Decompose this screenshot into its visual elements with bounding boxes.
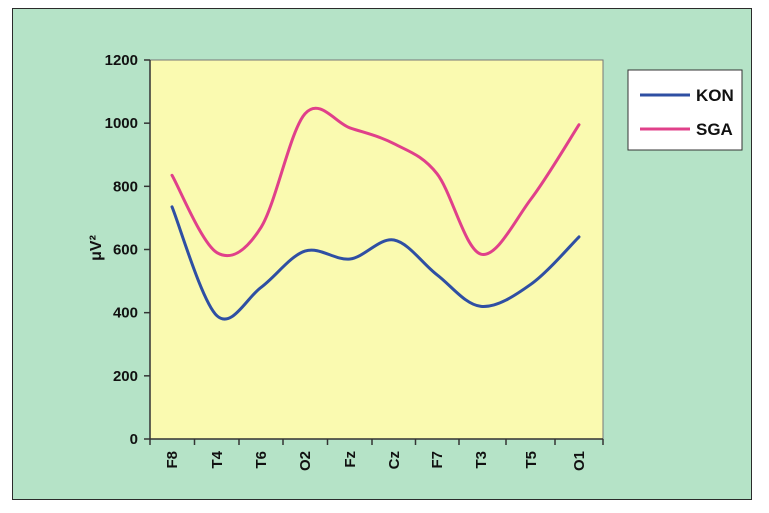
y-tick-label: 1200: [105, 52, 138, 69]
x-axis: F8 T4 T6 O2 Fz Cz F7 T3 T5 O1: [149, 438, 604, 471]
x-tick-label: Cz: [386, 451, 403, 469]
series-layer: [170, 106, 581, 321]
x-tick-label: F8: [164, 451, 181, 469]
legend: KON SGA: [627, 69, 743, 151]
y-axis-title: μV²: [88, 235, 105, 261]
x-tick-label: T6: [253, 451, 270, 469]
y-tick-label: 1000: [105, 115, 138, 132]
y-axis: 0 200 400 600 800 1000 1200: [105, 52, 151, 448]
series-line-kon: [170, 205, 581, 321]
x-tick-label: O1: [571, 451, 588, 471]
x-tick-label: T5: [523, 451, 540, 469]
y-tick-label: 800: [113, 178, 138, 195]
x-tick-label: T4: [209, 450, 226, 468]
x-tick-label: F7: [429, 451, 446, 469]
plot-area: [149, 59, 604, 440]
y-tick-label: 0: [130, 431, 138, 448]
x-tick-label: T3: [473, 451, 490, 469]
x-tick-label: O2: [297, 451, 314, 471]
x-tick-label: Fz: [342, 451, 359, 468]
legend-box: [627, 69, 743, 151]
y-tick-label: 200: [113, 368, 138, 385]
legend-label-sga: SGA: [696, 120, 733, 139]
legend-label-kon: KON: [696, 86, 734, 105]
y-tick-label: 600: [113, 242, 138, 259]
series-line-sga: [170, 106, 581, 258]
y-tick-label: 400: [113, 305, 138, 322]
